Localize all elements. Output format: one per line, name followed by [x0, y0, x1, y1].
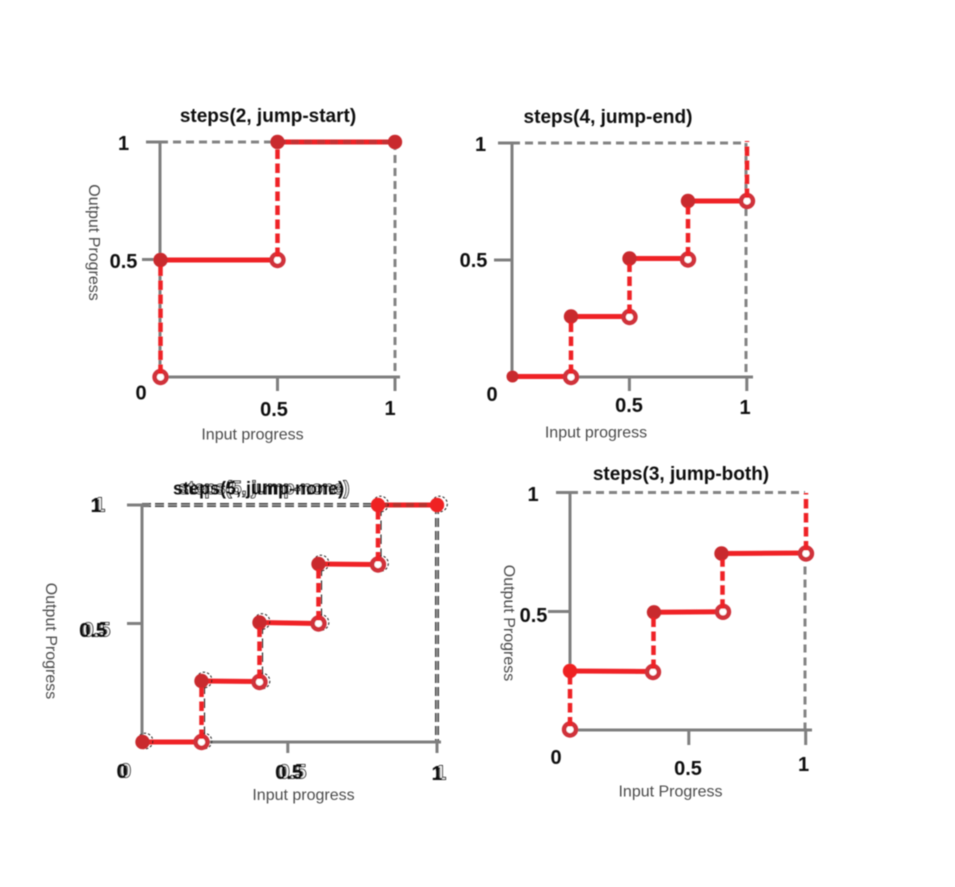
svg-text:1: 1 — [94, 495, 105, 517]
svg-text:1: 1 — [118, 133, 129, 155]
svg-text:0.5: 0.5 — [275, 762, 303, 784]
svg-text:0: 0 — [486, 384, 497, 406]
svg-text:0.5: 0.5 — [460, 250, 488, 272]
svg-text:steps(3, jump-both): steps(3, jump-both) — [593, 464, 769, 485]
svg-text:0.5: 0.5 — [279, 762, 307, 784]
svg-text:0.5: 0.5 — [615, 395, 643, 417]
svg-text:1: 1 — [527, 484, 538, 506]
svg-text:0.5: 0.5 — [79, 620, 107, 642]
svg-text:Input Progress: Input Progress — [618, 784, 722, 801]
svg-text:0: 0 — [135, 383, 146, 405]
svg-text:0: 0 — [550, 747, 561, 769]
svg-text:1: 1 — [435, 763, 446, 785]
svg-text:1: 1 — [431, 763, 442, 785]
svg-text:0.5: 0.5 — [520, 605, 548, 627]
svg-text:Input progress: Input progress — [252, 787, 354, 804]
svg-text:Input progress: Input progress — [545, 425, 647, 442]
svg-text:Input progress: Input progress — [201, 427, 303, 444]
svg-text:steps(2, jump-start): steps(2, jump-start) — [180, 106, 356, 127]
svg-text:0: 0 — [120, 761, 131, 783]
svg-text:steps(5, jump-none): steps(5, jump-none) — [173, 479, 344, 499]
svg-text:0.5: 0.5 — [260, 399, 288, 421]
svg-text:Output Progress: Output Progress — [500, 565, 517, 682]
svg-text:0: 0 — [116, 761, 127, 783]
svg-text:steps(5, jump-none): steps(5, jump-none) — [178, 478, 349, 498]
svg-text:Output Progress: Output Progress — [42, 583, 59, 700]
svg-text:0.5: 0.5 — [83, 620, 111, 642]
svg-text:1: 1 — [90, 495, 101, 517]
svg-text:steps(4, jump-end): steps(4, jump-end) — [524, 107, 693, 128]
svg-text:Output Progress: Output Progress — [85, 184, 102, 301]
svg-text:1: 1 — [475, 134, 486, 156]
svg-text:1: 1 — [798, 754, 809, 776]
svg-text:1: 1 — [739, 397, 750, 419]
svg-text:1: 1 — [384, 398, 395, 420]
svg-text:0.5: 0.5 — [110, 251, 138, 273]
svg-text:0.5: 0.5 — [674, 758, 702, 780]
